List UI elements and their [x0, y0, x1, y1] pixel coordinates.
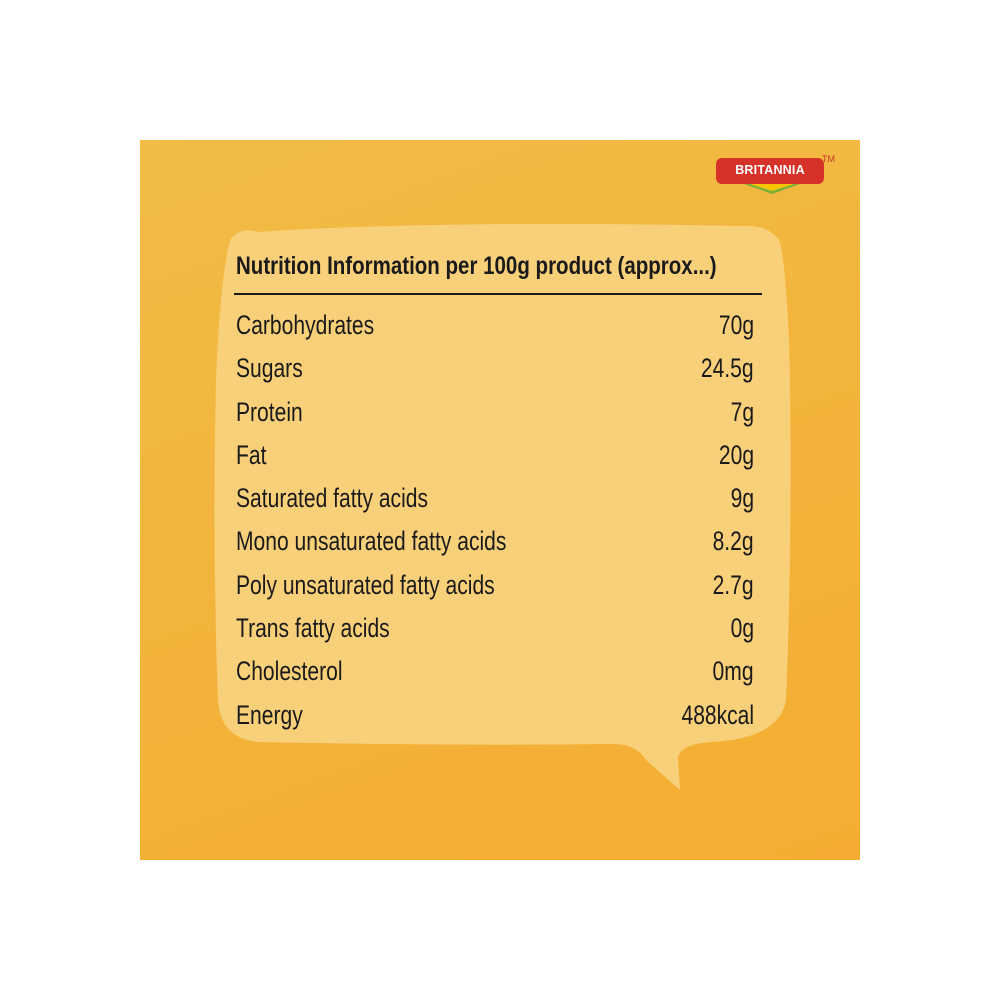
- nutrient-value: 7g: [730, 396, 754, 427]
- nutrition-title: Nutrition Information per 100g product (…: [236, 252, 717, 280]
- nutrient-label: Carbohydrates: [236, 310, 375, 340]
- logo-text: BRITANNIA: [735, 163, 805, 177]
- nutrient-value: 9g: [730, 483, 754, 514]
- nutrient-label: Poly unsaturated fatty acids: [236, 569, 495, 600]
- trademark-mark: TM: [822, 154, 835, 164]
- nutrition-row-saturated: Saturated fatty acids 9g: [236, 477, 754, 520]
- nutrition-table: Carbohydrates 70g Sugars 24.5g Protein 7…: [236, 304, 754, 737]
- nutrition-row-poly-unsaturated: Poly unsaturated fatty acids 2.7g: [236, 564, 754, 607]
- speech-bubble: [214, 224, 791, 790]
- nutrient-label: Protein: [236, 396, 303, 427]
- bubble-shape: [214, 224, 791, 790]
- title-divider: [234, 293, 762, 295]
- nutrient-label: Energy: [236, 699, 303, 730]
- nutrient-value: 488kcal: [681, 699, 754, 730]
- nutrition-row-trans: Trans fatty acids 0g: [236, 607, 754, 650]
- nutrient-value: 8.2g: [713, 526, 754, 557]
- nutrient-label: Saturated fatty acids: [236, 483, 428, 514]
- logo-badge: [716, 158, 824, 194]
- britannia-logo: BRITANNIA TM: [710, 154, 835, 194]
- nutrient-label: Sugars: [236, 353, 303, 384]
- nutrient-label: Mono unsaturated fatty acids: [236, 526, 507, 557]
- nutrient-value: 2.7g: [713, 569, 754, 600]
- nutrient-label: Fat: [236, 439, 267, 470]
- nutrient-value: 24.5g: [701, 353, 754, 384]
- nutrition-row-energy: Energy 488kcal: [236, 694, 754, 737]
- nutrition-row-mono-unsaturated: Mono unsaturated fatty acids 8.2g: [236, 520, 754, 563]
- nutrition-panel: BRITANNIA TM Nutrition Information per 1…: [140, 140, 860, 860]
- nutrient-label: Cholesterol: [236, 656, 343, 687]
- nutrient-label: Trans fatty acids: [236, 613, 390, 644]
- nutrition-row-fat: Fat 20g: [236, 434, 754, 477]
- nutrition-row-protein: Protein 7g: [236, 391, 754, 434]
- nutrient-value: 0g: [730, 613, 754, 644]
- nutrient-value: 20g: [718, 439, 754, 470]
- nutrition-row-cholesterol: Cholesterol 0mg: [236, 650, 754, 693]
- nutrient-value: 0mg: [713, 656, 754, 687]
- nutrient-value: 70g: [718, 310, 754, 340]
- nutrition-row-sugars: Sugars 24.5g: [236, 347, 754, 390]
- nutrition-row-carbohydrates: Carbohydrates 70g: [236, 304, 754, 347]
